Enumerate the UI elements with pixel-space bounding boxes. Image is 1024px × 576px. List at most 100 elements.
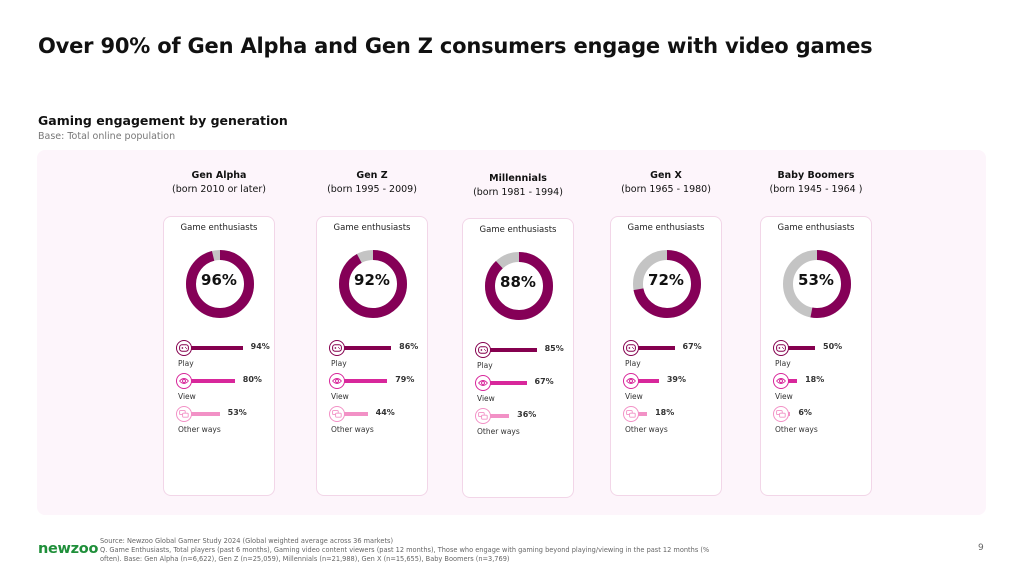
- metric-play: 86% Play: [329, 340, 429, 370]
- play-value: 67%: [682, 342, 702, 351]
- play-value: 50%: [823, 342, 843, 351]
- metric-other: 6% Other ways: [773, 406, 873, 436]
- view-bar: [787, 379, 798, 383]
- gamepad-icon: [176, 340, 192, 356]
- view-value: 80%: [242, 375, 262, 384]
- metric-view: 79% View: [329, 373, 429, 403]
- gamepad-icon: [329, 340, 345, 356]
- enthusiasts-value: 72%: [648, 271, 684, 289]
- generation-card: Game enthusiasts 72% 67% Play 39% View 18% Othe…: [610, 216, 722, 496]
- chat-bubbles-icon: [329, 406, 345, 422]
- view-label: View: [625, 392, 643, 401]
- metric-other: 44% Other ways: [329, 406, 429, 436]
- play-label: Play: [178, 359, 194, 368]
- chat-bubbles-icon: [773, 406, 789, 422]
- generation-born-range: (born 1995 - 2009): [327, 184, 417, 195]
- eye-icon: [475, 375, 491, 391]
- other-label: Other ways: [178, 425, 221, 434]
- generation-card: Game enthusiasts 92% 86% Play 79% View 44% Othe…: [316, 216, 428, 496]
- enthusiasts-donut: [783, 250, 851, 318]
- play-label: Play: [477, 361, 493, 370]
- view-label: View: [178, 392, 196, 401]
- play-label: Play: [625, 359, 641, 368]
- other-bar: [343, 412, 368, 416]
- generation-card: Game enthusiasts 88% 85% Play 67% View 36% Othe…: [462, 218, 574, 498]
- view-bar: [190, 379, 235, 383]
- other-value: 53%: [227, 408, 247, 417]
- question-line: Q. Game Enthusiasts, Total players (past…: [100, 546, 710, 563]
- play-value: 94%: [250, 342, 270, 351]
- other-label: Other ways: [625, 425, 668, 434]
- play-value: 86%: [399, 342, 419, 351]
- enthusiasts-donut: [485, 252, 553, 320]
- metric-view: 39% View: [623, 373, 723, 403]
- generation-name: Gen Alpha: [191, 170, 247, 181]
- other-value: 36%: [517, 410, 537, 419]
- view-value: 39%: [666, 375, 686, 384]
- other-bar: [489, 414, 510, 418]
- generation-card: Game enthusiasts 96% 94% Play 80% View 53% Othe…: [163, 216, 275, 496]
- view-label: View: [331, 392, 349, 401]
- other-bar: [637, 412, 648, 416]
- metric-other: 36% Other ways: [475, 408, 575, 438]
- metric-play: 85% Play: [475, 342, 575, 372]
- view-value: 79%: [395, 375, 415, 384]
- metric-play: 94% Play: [176, 340, 276, 370]
- metric-view: 80% View: [176, 373, 276, 403]
- play-bar: [787, 346, 815, 350]
- footer-source: Source: Newzoo Global Gamer Study 2024 (…: [100, 537, 720, 564]
- generation-header: Gen X (born 1965 - 1980): [591, 169, 741, 197]
- other-value: 18%: [655, 408, 675, 417]
- generation-header: Gen Z (born 1995 - 2009): [297, 169, 447, 197]
- enthusiasts-value: 96%: [201, 271, 237, 289]
- chart-title: Gaming engagement by generation: [38, 113, 288, 128]
- generation-name: Millennials: [489, 173, 547, 184]
- generation-header: Millennials (born 1981 - 1994): [443, 172, 593, 200]
- donut-enthusiast-slice: [339, 250, 407, 318]
- metric-view: 18% View: [773, 373, 873, 403]
- enthusiasts-value: 92%: [354, 271, 390, 289]
- chart-base-note: Base: Total online population: [38, 131, 176, 142]
- game-enthusiasts-label: Game enthusiasts: [627, 223, 705, 233]
- newzoo-logo: newzoo: [38, 541, 99, 557]
- metric-play: 67% Play: [623, 340, 723, 370]
- view-value: 67%: [534, 377, 554, 386]
- other-label: Other ways: [477, 427, 520, 436]
- enthusiasts-value: 53%: [798, 271, 834, 289]
- play-value: 85%: [544, 344, 564, 353]
- enthusiasts-donut: [633, 250, 701, 318]
- source-line: Source: Newzoo Global Gamer Study 2024 (…: [100, 537, 394, 545]
- metric-play: 50% Play: [773, 340, 873, 370]
- page-number: 9: [978, 543, 984, 553]
- gamepad-icon: [475, 342, 491, 358]
- play-bar: [190, 346, 243, 350]
- generation-name: Gen Z: [356, 170, 388, 181]
- play-label: Play: [775, 359, 791, 368]
- game-enthusiasts-label: Game enthusiasts: [333, 223, 411, 233]
- metric-other: 53% Other ways: [176, 406, 276, 436]
- enthusiasts-donut: [186, 250, 254, 318]
- generation-card: Game enthusiasts 53% 50% Play 18% View 6% Other…: [760, 216, 872, 496]
- view-value: 18%: [805, 375, 825, 384]
- donut-enthusiast-slice: [633, 250, 701, 318]
- generation-born-range: (born 1965 - 1980): [621, 184, 711, 195]
- view-label: View: [477, 394, 495, 403]
- generation-name: Gen X: [650, 170, 682, 181]
- eye-icon: [773, 373, 789, 389]
- game-enthusiasts-label: Game enthusiasts: [180, 223, 258, 233]
- gamepad-icon: [623, 340, 639, 356]
- other-value: 6%: [798, 408, 812, 417]
- other-label: Other ways: [775, 425, 818, 434]
- other-label: Other ways: [331, 425, 374, 434]
- donut-enthusiast-slice: [485, 252, 553, 320]
- view-bar: [489, 381, 527, 385]
- metric-other: 18% Other ways: [623, 406, 723, 436]
- play-label: Play: [331, 359, 347, 368]
- enthusiasts-donut: [339, 250, 407, 318]
- eye-icon: [329, 373, 345, 389]
- play-bar: [343, 346, 392, 350]
- slide-title: Over 90% of Gen Alpha and Gen Z consumer…: [38, 34, 873, 58]
- generation-born-range: (born 1981 - 1994): [473, 187, 563, 198]
- chat-bubbles-icon: [475, 408, 491, 424]
- play-bar: [637, 346, 675, 350]
